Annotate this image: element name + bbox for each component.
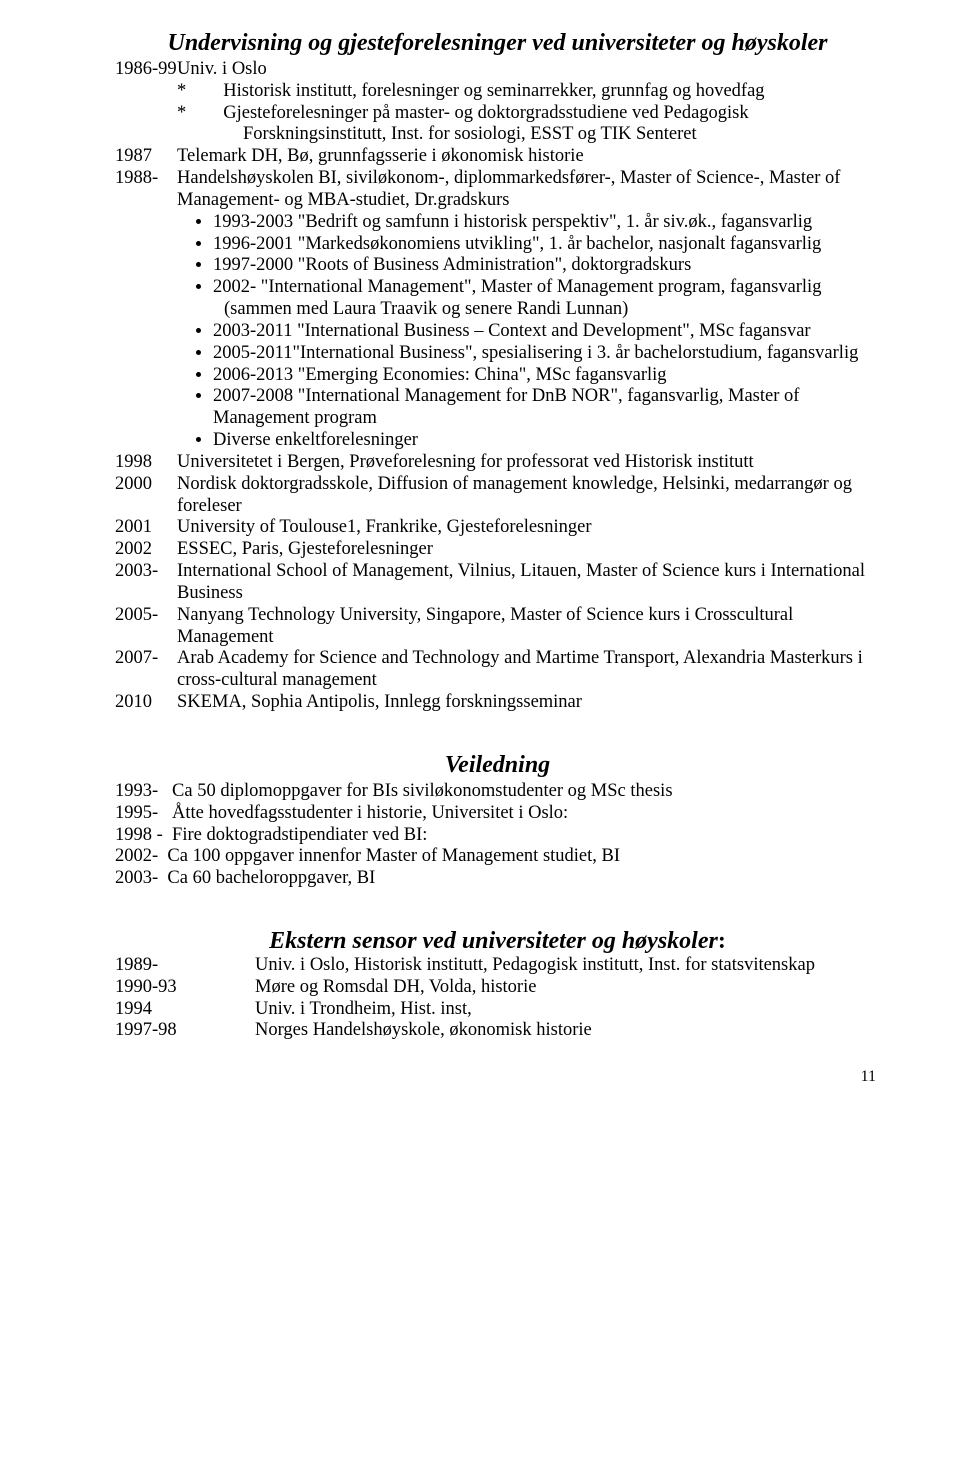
section3-colon: :: [718, 928, 726, 954]
entry-text: Univ. i Trondheim, Hist. inst,: [255, 999, 880, 1021]
list-item-cont: (sammen med Laura Traavik og senere Rand…: [213, 299, 880, 321]
entry-text: SKEMA, Sophia Antipolis, Innlegg forskni…: [177, 692, 880, 714]
entry-1987: 1987 Telemark DH, Bø, grunnfagsserie i ø…: [115, 146, 880, 168]
entry-text: Norges Handelshøyskole, økonomisk histor…: [255, 1020, 880, 1042]
list-item: 1993-2003 "Bedrift og samfunn i historis…: [213, 212, 880, 234]
bullet-list: 1993-2003 "Bedrift og samfunn i historis…: [177, 212, 880, 452]
year: 2010: [115, 692, 177, 714]
entry-2010: 2010 SKEMA, Sophia Antipolis, Innlegg fo…: [115, 692, 880, 714]
year: 1990-93: [115, 977, 255, 999]
entry-2003: 2003- International School of Management…: [115, 561, 880, 605]
list-item-text: 2002- "International Management", Master…: [213, 277, 821, 297]
entry-text: Arab Academy for Science and Technology …: [177, 648, 880, 692]
list-item: 2003-2011 "International Business – Cont…: [213, 321, 880, 343]
year: 2007-: [115, 648, 177, 692]
sensor-row: 1994 Univ. i Trondheim, Hist. inst,: [115, 999, 880, 1021]
star-line: * Historisk institutt, forelesninger og …: [177, 81, 880, 103]
veiledning-line: 2003- Ca 60 bacheloroppgaver, BI: [115, 868, 880, 890]
entry-text: Nanyang Technology University, Singapore…: [177, 605, 880, 649]
year: 1988-: [115, 168, 177, 212]
sensor-row: 1997-98 Norges Handelshøyskole, økonomis…: [115, 1020, 880, 1042]
list-item: 1997-2000 "Roots of Business Administrat…: [213, 255, 880, 277]
veiledning-line: 2002- Ca 100 oppgaver innenfor Master of…: [115, 846, 880, 868]
section1-title: Undervisning og gjesteforelesninger ved …: [115, 30, 880, 57]
list-item: 2002- "International Management", Master…: [213, 277, 880, 321]
sensor-row: 1989- Univ. i Oslo, Historisk institutt,…: [115, 955, 880, 977]
year: 2000: [115, 474, 177, 518]
entry-2000: 2000 Nordisk doktorgradsskole, Diffusion…: [115, 474, 880, 518]
entry-2005: 2005- Nanyang Technology University, Sin…: [115, 605, 880, 649]
year: 1998: [115, 452, 177, 474]
year: 2003-: [115, 561, 177, 605]
entry-text: Telemark DH, Bø, grunnfagsserie i økonom…: [177, 146, 880, 168]
section3-title-row: Ekstern sensor ved universiteter og høys…: [115, 928, 880, 955]
year: 1997-98: [115, 1020, 255, 1042]
entry-text: International School of Management, Viln…: [177, 561, 880, 605]
veiledning-line: 1998 - Fire doktogradstipendiater ved BI…: [115, 825, 880, 847]
list-item: 2006-2013 "Emerging Economies: China", M…: [213, 365, 880, 387]
star-line: * Gjesteforelesninger på master- og dokt…: [177, 103, 880, 125]
entry-2007: 2007- Arab Academy for Science and Techn…: [115, 648, 880, 692]
entry-text: Universitetet i Bergen, Prøveforelesning…: [177, 452, 880, 474]
entry-1986: 1986-99 Univ. i Oslo: [115, 59, 880, 81]
veiledning-line: 1993- Ca 50 diplomoppgaver for BIs sivil…: [115, 781, 880, 803]
list-item: 2005-2011"International Business", spesi…: [213, 343, 880, 365]
section3-title: Ekstern sensor ved universiteter og høys…: [269, 928, 718, 954]
section2-title: Veiledning: [115, 752, 880, 779]
entry-text: Handelshøyskolen BI, siviløkonom-, diplo…: [177, 168, 880, 212]
entry-text: Univ. i Oslo, Historisk institutt, Pedag…: [255, 955, 880, 977]
sensor-row: 1990-93 Møre og Romsdal DH, Volda, histo…: [115, 977, 880, 999]
year: 1986-99: [115, 59, 177, 81]
list-item: Diverse enkeltforelesninger: [213, 430, 880, 452]
year: 2005-: [115, 605, 177, 649]
list-item: 1996-2001 "Markedsøkonomiens utvikling",…: [213, 234, 880, 256]
continuation: Forskningsinstitutt, Inst. for sosiologi…: [243, 124, 880, 146]
year: 1987: [115, 146, 177, 168]
year: 1989-: [115, 955, 255, 977]
list-item: 2007-2008 "International Management for …: [213, 386, 880, 430]
entry-text: Univ. i Oslo: [177, 59, 880, 81]
entry-1988: 1988- Handelshøyskolen BI, siviløkonom-,…: [115, 168, 880, 212]
entry-2001: 2001 University of Toulouse1, Frankrike,…: [115, 517, 880, 539]
entry-text: Møre og Romsdal DH, Volda, historie: [255, 977, 880, 999]
entry-text: ESSEC, Paris, Gjesteforelesninger: [177, 539, 880, 561]
year: 1994: [115, 999, 255, 1021]
year: 2001: [115, 517, 177, 539]
page-number: 11: [115, 1068, 880, 1086]
year: 2002: [115, 539, 177, 561]
entry-1998: 1998 Universitetet i Bergen, Prøveforele…: [115, 452, 880, 474]
veiledning-line: 1995- Åtte hovedfagsstudenter i historie…: [115, 803, 880, 825]
entry-text: University of Toulouse1, Frankrike, Gjes…: [177, 517, 880, 539]
entry-2002: 2002 ESSEC, Paris, Gjesteforelesninger: [115, 539, 880, 561]
entry-text: Nordisk doktorgradsskole, Diffusion of m…: [177, 474, 880, 518]
